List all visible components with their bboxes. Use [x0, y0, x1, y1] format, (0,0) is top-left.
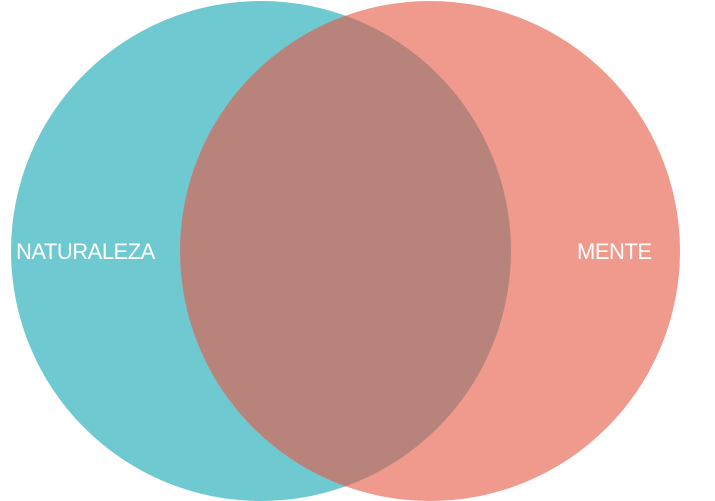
overlap-region — [180, 1, 511, 501]
naturaleza-label: NATURALEZA — [16, 239, 156, 264]
mente-label: MENTE — [577, 239, 652, 264]
